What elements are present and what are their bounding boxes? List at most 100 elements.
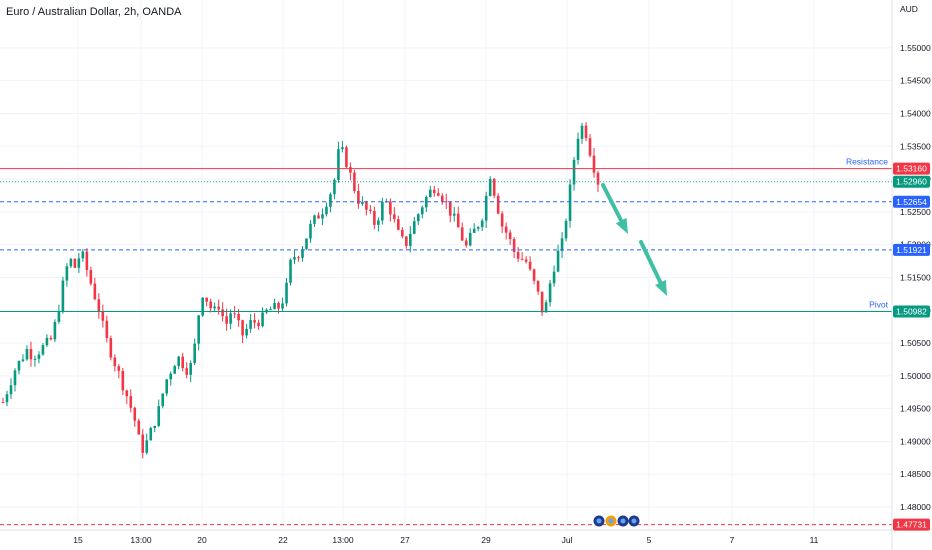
candle bbox=[397, 215, 400, 231]
candle bbox=[269, 306, 272, 311]
candle bbox=[213, 302, 216, 312]
price-badge: 1.52960 bbox=[893, 175, 930, 188]
candle bbox=[249, 313, 252, 333]
candle bbox=[480, 218, 484, 232]
candle bbox=[496, 193, 500, 215]
candle-body bbox=[520, 258, 524, 260]
candle-body bbox=[436, 193, 440, 196]
candle-body bbox=[5, 394, 9, 403]
economic-event-icon[interactable] bbox=[617, 515, 629, 527]
candle-body bbox=[13, 370, 17, 386]
candle-body bbox=[496, 195, 500, 214]
candle-body bbox=[420, 207, 424, 215]
y-tick-label: 1.54000 bbox=[900, 108, 931, 118]
y-tick-label: 1.51500 bbox=[900, 272, 931, 282]
candle bbox=[189, 360, 192, 383]
candle bbox=[73, 258, 77, 269]
price-badge: 1.50982 bbox=[893, 305, 930, 318]
candle bbox=[285, 278, 288, 307]
candle-body bbox=[524, 259, 528, 262]
candle bbox=[472, 223, 476, 234]
candle bbox=[329, 192, 332, 213]
event-icon-inner bbox=[608, 518, 614, 524]
x-tick-label: 29 bbox=[481, 535, 491, 545]
candle-body bbox=[85, 251, 89, 271]
candle bbox=[137, 418, 141, 435]
candle bbox=[89, 266, 93, 286]
price-tick-labels: 1.550001.545001.540001.535001.530001.525… bbox=[900, 43, 931, 512]
candle-body bbox=[393, 214, 396, 220]
candle-body bbox=[253, 320, 256, 323]
candle-body bbox=[413, 221, 416, 234]
economic-event-icon[interactable] bbox=[605, 515, 617, 527]
candle-body bbox=[65, 266, 69, 281]
candle-body bbox=[305, 238, 308, 250]
candle bbox=[117, 364, 121, 379]
candle bbox=[29, 341, 33, 367]
candle bbox=[401, 227, 404, 239]
event-icons[interactable] bbox=[593, 515, 640, 527]
candle-body bbox=[229, 313, 232, 324]
symbol-title: Euro / Australian Dollar, 2h, OANDA bbox=[6, 6, 182, 18]
candle-body bbox=[133, 407, 137, 421]
candle-body bbox=[217, 306, 220, 310]
candle-body bbox=[381, 202, 384, 221]
candle bbox=[592, 147, 596, 178]
candle bbox=[93, 277, 97, 301]
y-tick-label: 1.48500 bbox=[900, 469, 931, 479]
candle-body bbox=[141, 434, 145, 453]
candle-body bbox=[389, 201, 392, 215]
candle-body bbox=[273, 302, 276, 310]
projection-arrow[interactable] bbox=[639, 240, 667, 296]
candle-body bbox=[109, 338, 113, 358]
candle bbox=[524, 256, 528, 264]
candle bbox=[69, 257, 73, 269]
candle bbox=[293, 250, 296, 265]
candle bbox=[41, 342, 45, 356]
candle-body bbox=[197, 315, 200, 344]
candle-body bbox=[205, 297, 208, 302]
candle-body bbox=[544, 302, 548, 313]
candle-body bbox=[29, 349, 33, 360]
y-tick-label: 1.54500 bbox=[900, 76, 931, 86]
candle bbox=[65, 263, 69, 287]
candle-body bbox=[269, 309, 272, 311]
candle-body bbox=[49, 337, 53, 340]
candle-body bbox=[456, 213, 460, 228]
candle-body bbox=[588, 138, 592, 156]
candle-body bbox=[69, 258, 73, 267]
candle-body bbox=[77, 258, 81, 268]
candle-body bbox=[309, 223, 312, 239]
candle bbox=[584, 122, 588, 142]
candle-body bbox=[333, 179, 336, 195]
candle bbox=[333, 178, 336, 200]
price-badge-label: 1.52960 bbox=[896, 177, 927, 187]
candle-body bbox=[424, 196, 428, 208]
candle bbox=[552, 265, 556, 287]
arrow-shaft bbox=[601, 183, 624, 223]
y-tick-label: 1.55000 bbox=[900, 43, 931, 53]
candle-body bbox=[460, 227, 464, 241]
projection-arrow[interactable] bbox=[601, 183, 628, 234]
candle-body bbox=[117, 366, 121, 371]
candle-body bbox=[572, 159, 576, 185]
candle-body bbox=[325, 206, 328, 215]
economic-event-icon[interactable] bbox=[628, 515, 640, 527]
price-badge: 1.47731 bbox=[893, 518, 930, 531]
candle-body bbox=[548, 283, 552, 303]
candle-body bbox=[444, 201, 448, 203]
candle-body bbox=[153, 425, 157, 428]
candle-body bbox=[73, 258, 77, 268]
candle-body bbox=[209, 301, 212, 309]
candle-body bbox=[512, 239, 516, 252]
price-badge-bg bbox=[893, 243, 930, 256]
candle-body bbox=[21, 359, 25, 361]
candle-body bbox=[149, 427, 153, 441]
candle-body bbox=[249, 320, 252, 329]
candle-body bbox=[313, 215, 316, 224]
economic-event-icon[interactable] bbox=[593, 515, 605, 527]
candle bbox=[233, 306, 236, 319]
candle-body bbox=[105, 320, 109, 339]
candle bbox=[492, 177, 496, 199]
